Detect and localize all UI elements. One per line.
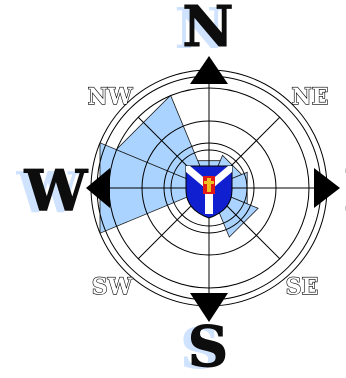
label-west: W W — [16, 158, 90, 227]
label-northeast: NE — [292, 84, 329, 110]
label-east: E — [343, 158, 346, 225]
label-northwest: NW — [88, 84, 133, 110]
svg-text:W: W — [16, 160, 81, 226]
north-arrow-icon — [190, 56, 228, 84]
svg-text:S: S — [180, 316, 220, 378]
svg-text:E: E — [344, 158, 346, 224]
svg-text:W: W — [24, 158, 89, 224]
south-arrow-icon — [190, 293, 228, 322]
label-southwest: SW — [92, 274, 133, 300]
label-southeast: SE — [286, 274, 319, 300]
svg-text:N: N — [182, 0, 233, 60]
west-arrow-icon — [86, 168, 110, 208]
center-emblem-icon — [185, 165, 233, 219]
label-north: N N — [174, 0, 234, 62]
label-south: S S — [180, 314, 229, 378]
east-arrow-icon — [314, 168, 340, 208]
svg-text:S: S — [188, 314, 228, 378]
svg-text:N: N — [174, 0, 225, 62]
cardinal-arrows — [86, 56, 340, 322]
